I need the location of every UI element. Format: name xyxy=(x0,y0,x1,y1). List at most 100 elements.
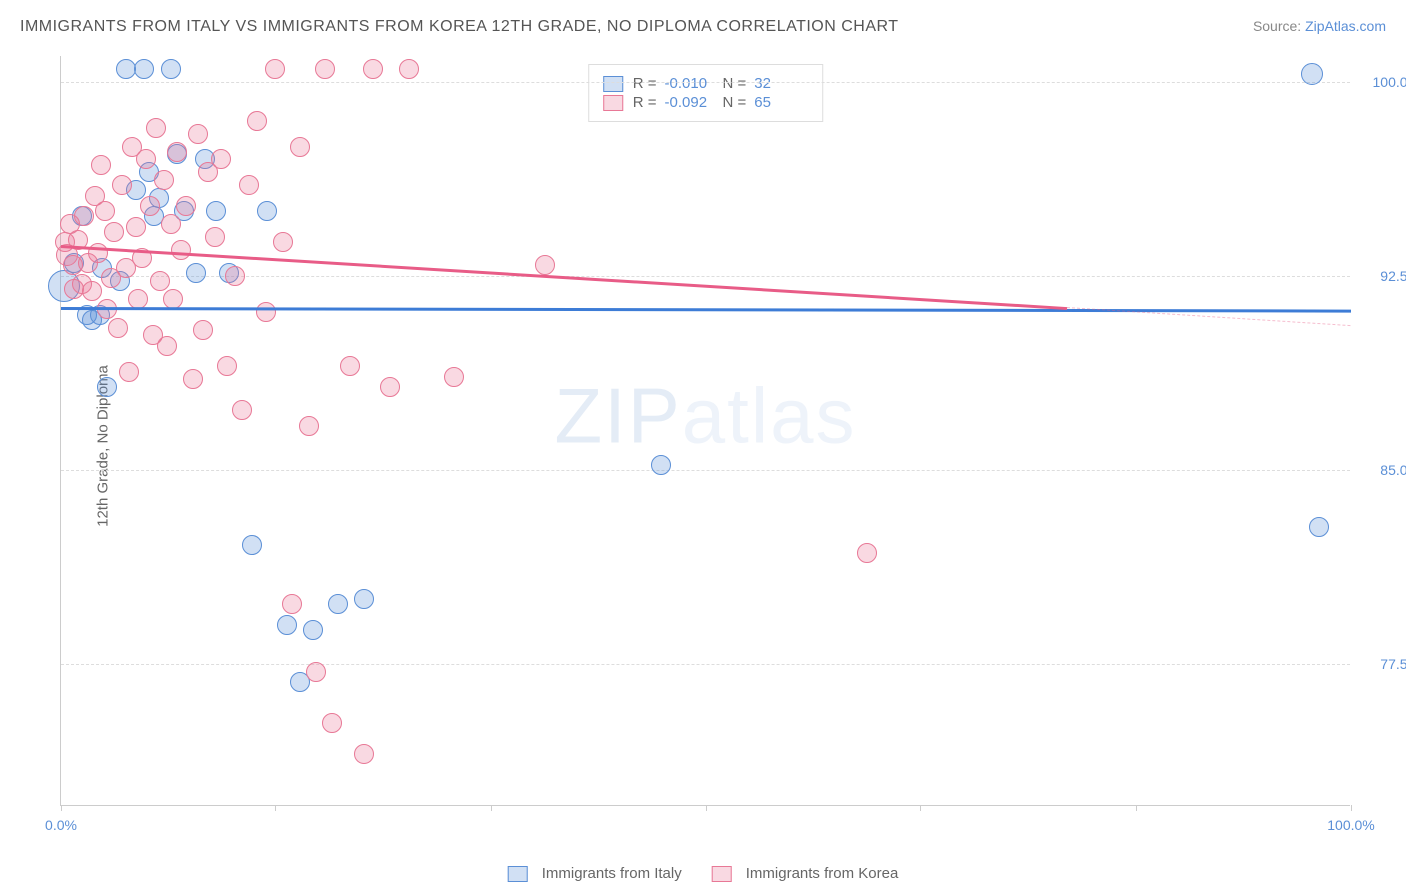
legend-item-italy: Immigrants from Italy xyxy=(508,865,682,882)
data-point xyxy=(167,142,187,162)
data-point xyxy=(857,543,877,563)
ytick-label: 92.5% xyxy=(1360,268,1406,284)
data-point xyxy=(290,137,310,157)
data-point xyxy=(535,255,555,275)
data-point xyxy=(154,170,174,190)
source-attribution: Source: ZipAtlas.com xyxy=(1253,18,1386,34)
data-point xyxy=(119,362,139,382)
data-point xyxy=(150,271,170,291)
data-point xyxy=(380,377,400,397)
data-point xyxy=(265,59,285,79)
data-point xyxy=(363,59,383,79)
xtick-mark xyxy=(1351,805,1352,811)
data-point xyxy=(176,196,196,216)
data-point xyxy=(108,318,128,338)
data-point xyxy=(239,175,259,195)
correlation-chart: IMMIGRANTS FROM ITALY VS IMMIGRANTS FROM… xyxy=(0,0,1406,892)
data-point xyxy=(188,124,208,144)
data-point xyxy=(88,243,108,263)
data-point xyxy=(299,416,319,436)
data-point xyxy=(193,320,213,340)
data-point xyxy=(354,744,374,764)
data-point xyxy=(136,149,156,169)
legend-swatch-italy xyxy=(603,76,623,92)
data-point xyxy=(186,263,206,283)
data-point xyxy=(134,59,154,79)
legend-item-korea: Immigrants from Korea xyxy=(712,865,899,882)
data-point xyxy=(232,400,252,420)
data-point xyxy=(91,155,111,175)
data-point xyxy=(211,149,231,169)
data-point xyxy=(257,201,277,221)
data-point xyxy=(247,111,267,131)
data-point xyxy=(116,59,136,79)
data-point xyxy=(104,222,124,242)
data-point xyxy=(74,206,94,226)
data-point xyxy=(128,289,148,309)
plot-area: ZIPatlas R = -0.010 N = 32 R = -0.092 N … xyxy=(60,56,1350,806)
data-point xyxy=(183,369,203,389)
xtick-mark xyxy=(706,805,707,811)
data-point xyxy=(306,662,326,682)
data-point xyxy=(161,214,181,234)
ytick-label: 100.0% xyxy=(1360,74,1406,90)
data-point xyxy=(282,594,302,614)
trendline xyxy=(61,307,1351,312)
legend-swatch-korea xyxy=(712,866,732,882)
data-point xyxy=(1309,517,1329,537)
n-label: N = xyxy=(723,75,747,92)
legend-swatch-italy xyxy=(508,866,528,882)
data-point xyxy=(242,535,262,555)
n-label: N = xyxy=(723,94,747,111)
data-point xyxy=(256,302,276,322)
xtick-label: 0.0% xyxy=(45,817,77,833)
legend-row-italy: R = -0.010 N = 32 xyxy=(603,75,809,92)
watermark-thin: atlas xyxy=(682,371,857,459)
data-point xyxy=(95,201,115,221)
data-point xyxy=(126,217,146,237)
data-point xyxy=(140,196,160,216)
trendline xyxy=(61,245,1067,310)
data-point xyxy=(399,59,419,79)
xtick-mark xyxy=(920,805,921,811)
source-prefix: Source: xyxy=(1253,18,1305,34)
stats-legend: R = -0.010 N = 32 R = -0.092 N = 65 xyxy=(588,64,824,122)
chart-title: IMMIGRANTS FROM ITALY VS IMMIGRANTS FROM… xyxy=(20,18,899,36)
xtick-mark xyxy=(61,805,62,811)
r-value-korea: -0.092 xyxy=(665,94,715,111)
gridline-h xyxy=(61,82,1350,83)
series-legend: Immigrants from Italy Immigrants from Ko… xyxy=(508,865,899,882)
source-link[interactable]: ZipAtlas.com xyxy=(1305,18,1386,34)
xtick-mark xyxy=(491,805,492,811)
n-value-korea: 65 xyxy=(754,94,804,111)
data-point xyxy=(328,594,348,614)
r-value-italy: -0.010 xyxy=(665,75,715,92)
data-point xyxy=(82,281,102,301)
data-point xyxy=(273,232,293,252)
gridline-h xyxy=(61,664,1350,665)
data-point xyxy=(112,175,132,195)
xtick-mark xyxy=(1136,805,1137,811)
data-point xyxy=(303,620,323,640)
legend-row-korea: R = -0.092 N = 65 xyxy=(603,94,809,111)
ytick-label: 77.5% xyxy=(1360,656,1406,672)
data-point xyxy=(206,201,226,221)
data-point xyxy=(444,367,464,387)
data-point xyxy=(161,59,181,79)
legend-swatch-korea xyxy=(603,95,623,111)
data-point xyxy=(225,266,245,286)
data-point xyxy=(354,589,374,609)
gridline-h xyxy=(61,470,1350,471)
xtick-mark xyxy=(275,805,276,811)
r-label: R = xyxy=(633,75,657,92)
legend-label-italy: Immigrants from Italy xyxy=(542,865,682,882)
data-point xyxy=(322,713,342,733)
data-point xyxy=(315,59,335,79)
gridline-h xyxy=(61,276,1350,277)
data-point xyxy=(97,377,117,397)
data-point xyxy=(217,356,237,376)
data-point xyxy=(651,455,671,475)
data-point xyxy=(340,356,360,376)
r-label: R = xyxy=(633,94,657,111)
data-point xyxy=(163,289,183,309)
